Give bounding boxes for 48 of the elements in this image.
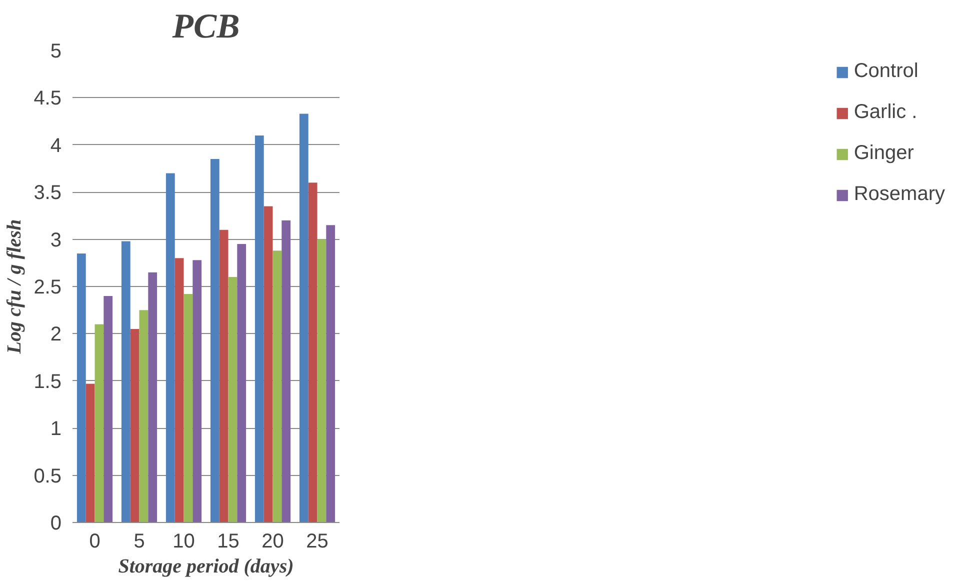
y-tick-label: 0.5 [34, 465, 62, 488]
bar [299, 114, 308, 522]
legend-label: Garlic . [854, 101, 918, 124]
bar [184, 294, 193, 522]
y-tick-label: 0 [50, 512, 62, 534]
y-axis-title: Log cfu / g flesh [4, 219, 26, 355]
y-tick-label: 1.5 [34, 370, 62, 393]
bar [94, 324, 104, 522]
bar [166, 173, 175, 522]
bar [237, 244, 246, 522]
y-tick-label: 4 [50, 134, 62, 157]
bar [264, 206, 273, 522]
x-tick-label: 10 [172, 530, 195, 552]
bar [326, 225, 336, 522]
y-tick-label: 5 [50, 40, 62, 62]
bar [174, 258, 184, 522]
y-tick-label: 2 [50, 324, 62, 346]
y-tick-label: 1 [50, 418, 62, 440]
bar [254, 135, 264, 522]
bar [317, 239, 326, 522]
bar [76, 253, 86, 522]
legend-label: Ginger [854, 142, 914, 165]
y-tick-label: 2.5 [34, 276, 62, 298]
bar [228, 277, 238, 522]
bar [130, 328, 140, 522]
bar [104, 296, 113, 522]
x-tick-label: 20 [262, 530, 284, 552]
x-axis-title: Storage period (days) [118, 556, 294, 578]
bar [210, 159, 220, 522]
bar [86, 384, 95, 522]
x-tick-label: 0 [89, 530, 100, 552]
y-tick-label: 3 [50, 229, 62, 252]
bar [308, 182, 318, 522]
legend-label: Rosemary [854, 183, 945, 206]
bar [148, 272, 158, 522]
bar [139, 310, 148, 522]
chart-title: PCB [171, 8, 240, 46]
x-tick-label: 5 [134, 530, 145, 552]
bar [121, 241, 130, 522]
bar [219, 230, 228, 522]
y-tick-label: 4.5 [34, 88, 62, 110]
bar [192, 260, 202, 522]
legend-label: Control [854, 60, 918, 83]
y-tick-label: 3.5 [34, 182, 62, 204]
bar [272, 250, 282, 522]
bar [282, 220, 291, 522]
x-tick-label: 15 [217, 530, 240, 552]
x-tick-label: 25 [306, 530, 328, 552]
